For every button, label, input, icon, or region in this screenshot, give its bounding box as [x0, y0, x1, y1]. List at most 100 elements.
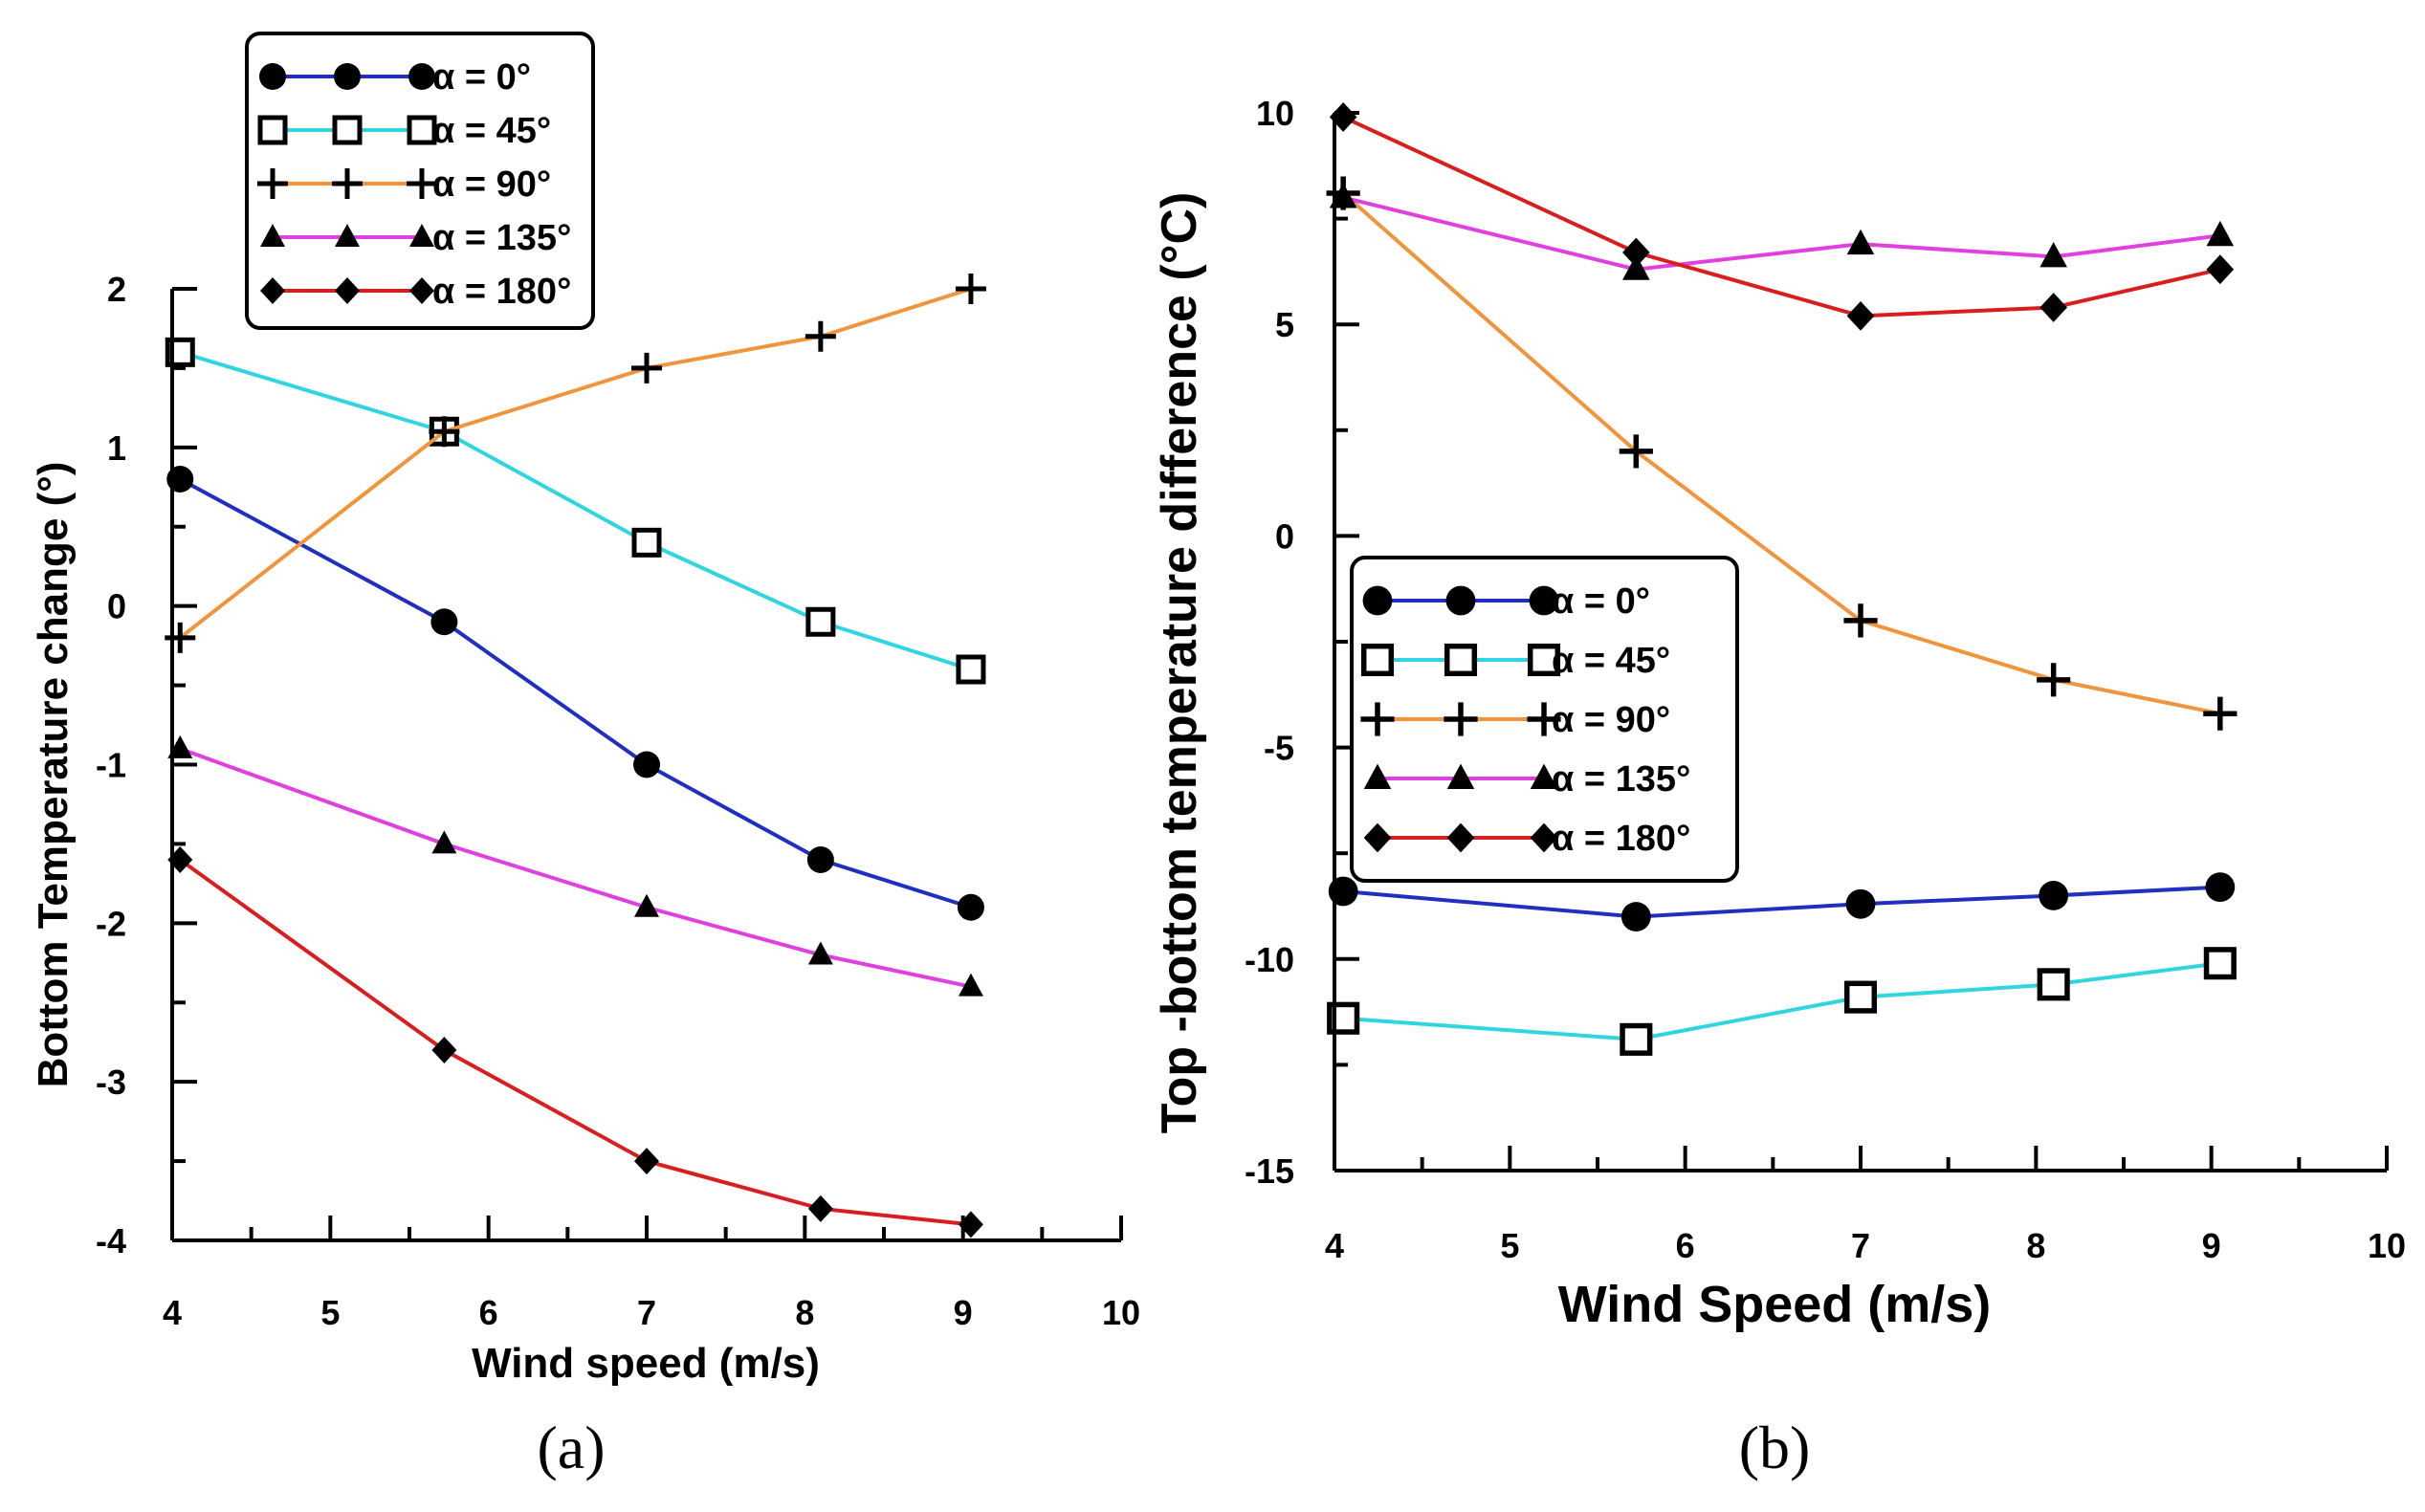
panel-b-data-point	[2206, 220, 2235, 247]
panel-a-legend-label: α = 0°	[432, 57, 531, 98]
panel-a-legend-marker	[259, 63, 286, 90]
panel-a-series-4	[167, 846, 983, 1238]
panel-a-data-point	[807, 941, 833, 965]
panel-b-y-tick-label: 0	[1275, 516, 1294, 556]
panel-b-legend-marker	[1362, 585, 1393, 616]
panel-a-series-line	[179, 858, 972, 1227]
panel-b-series-1	[1327, 947, 2237, 1056]
panel-a-legend-marker	[335, 224, 360, 247]
panel-b-x-axis-title: Wind Speed (m/s)	[1558, 1276, 1992, 1333]
panel-a-data-point	[431, 1037, 457, 1063]
panel-a-series-2	[165, 274, 986, 653]
panel-a-data-point	[431, 830, 457, 854]
panel-b-legend-marker	[1530, 763, 1558, 789]
panel-a-y-tick-label: -4	[96, 1221, 126, 1260]
panel-a-legend-item: α = 0°	[259, 57, 531, 98]
panel-a-legend-marker	[257, 168, 288, 199]
panel-a-data-point	[807, 1194, 833, 1222]
panel-b-legend-marker	[1445, 585, 1476, 616]
panel-a-legend-marker	[409, 277, 434, 304]
panel-b-y-tick-label: 10	[1256, 94, 1294, 133]
panel-b-legend-item: α = 180°	[1363, 819, 1690, 859]
panel-b-data-point	[2037, 663, 2071, 697]
panel-b-data-point	[1620, 902, 1651, 931]
panel-a-y-tick-label: -3	[96, 1063, 126, 1102]
panel-b-data-point	[1622, 237, 1650, 268]
panel-b-legend-marker	[1363, 822, 1392, 853]
panel-a-series-line	[179, 350, 972, 671]
panel-b-legend-marker	[1529, 585, 1559, 616]
panel-a-legend: α = 0° α = 45° α = 90° α = 135° α = 180°	[245, 32, 595, 330]
panel-b-series-line	[1342, 115, 2221, 318]
panel-b-data-point	[1845, 888, 1876, 919]
panel-b-data-point	[2037, 968, 2070, 1001]
panel-a-data-point	[430, 608, 458, 636]
panel-b-y-tick-label: -10	[1245, 940, 1294, 979]
panel-b-legend-marker	[1360, 643, 1395, 677]
panel-b-legend-label: α = 180°	[1552, 819, 1690, 859]
panel-a-data-point	[958, 973, 983, 997]
panel-b-chart: 4 5 6 7 8 9 10 -15 -10 -5 0 5 10 α = 0° α = 45° α = 90…	[1152, 94, 2406, 1481]
panel-b-data-point	[2039, 881, 2069, 910]
panel-b-data-point	[1622, 254, 1650, 280]
panel-a-legend-marker	[334, 63, 361, 90]
panel-a-legend-label: α = 90°	[432, 164, 551, 205]
panel-a-legend-marker	[260, 224, 285, 247]
panel-a-data-point	[165, 622, 196, 653]
panel-a-chart: 4 5 6 7 8 9 10 -4 -3 -2 -1 0 1 2 α = 0° α = 45° α = 90°…	[30, 32, 1140, 1481]
panel-b-legend-label: α = 90°	[1552, 700, 1670, 740]
panel-b-y-tick-label: 5	[1275, 305, 1294, 344]
panel-a-x-tick-label: 4	[163, 1293, 182, 1332]
panel-b-x-tick-label: 10	[2368, 1226, 2406, 1265]
panel-b-legend-marker	[1444, 702, 1478, 736]
panel-b-legend-item: α = 0°	[1362, 581, 1650, 622]
panel-b-y-tick-label: -15	[1245, 1151, 1294, 1191]
panel-b-series-line	[1342, 195, 2221, 272]
panel-a-y-tick-label: -1	[96, 746, 126, 785]
panel-a-data-point	[634, 893, 659, 917]
panel-a-y-axis-title: Bottom Temperature change (°)	[30, 462, 77, 1088]
panel-a-y-tick-label: 2	[107, 270, 126, 309]
panel-b-legend-label: α = 135°	[1552, 759, 1690, 800]
panel-a-legend-marker	[407, 168, 437, 199]
panel-a-data-point	[806, 846, 834, 873]
panel-b-data-point	[2203, 947, 2237, 980]
panel-b-legend-marker	[1530, 822, 1558, 853]
panel-a-data-point	[957, 893, 984, 921]
panel-a-legend-marker	[335, 277, 360, 304]
panel-b-series-line	[1342, 885, 2220, 919]
panel-a-legend-marker	[260, 277, 285, 304]
panel-a-data-point	[633, 751, 660, 778]
panel-a-x-tick-label: 6	[479, 1293, 498, 1332]
panel-b-data-point	[1329, 102, 1357, 132]
panel-b-data-point	[1329, 183, 1357, 208]
panel-a-legend-label: α = 45°	[432, 111, 551, 151]
panel-b-y-axis-title: Top -bottom temperature difference (°C)	[1152, 192, 1207, 1134]
panel-a-data-point	[805, 320, 836, 352]
panel-b-legend-marker	[1527, 702, 1561, 736]
panel-b-legend-item: α = 45°	[1360, 641, 1670, 681]
panel-b-data-point	[1843, 603, 1878, 638]
panel-a-legend-item: α = 180°	[260, 272, 571, 312]
panel-b-data-point	[2206, 254, 2235, 285]
panel-a-data-point	[955, 274, 986, 304]
panel-b-data-point	[2205, 872, 2236, 902]
panel-a-series-3	[167, 734, 983, 997]
panel-a-data-point	[429, 416, 460, 448]
panel-b-series-3	[1329, 183, 2235, 280]
panel-a-legend-item: α = 90°	[257, 164, 551, 205]
panel-a-x-tick-label: 10	[1102, 1293, 1140, 1332]
panel-b-series-line	[1343, 961, 2221, 1041]
panel-b-legend-marker	[1444, 643, 1478, 677]
panel-a-legend-marker	[407, 115, 437, 145]
panel-a-legend-marker	[332, 168, 363, 199]
panel-a-x-tick-label: 8	[795, 1293, 814, 1332]
panel-a-x-axis-title: Wind speed (m/s)	[472, 1340, 820, 1387]
panel-b-data-point	[1846, 229, 1875, 255]
panel-a-series-line	[179, 747, 972, 989]
panel-b-data-point	[2039, 293, 2067, 322]
panel-b-series-4	[1329, 102, 2235, 331]
panel-b-x-tick-label: 9	[2202, 1226, 2221, 1265]
panel-b-data-point	[2203, 696, 2238, 731]
